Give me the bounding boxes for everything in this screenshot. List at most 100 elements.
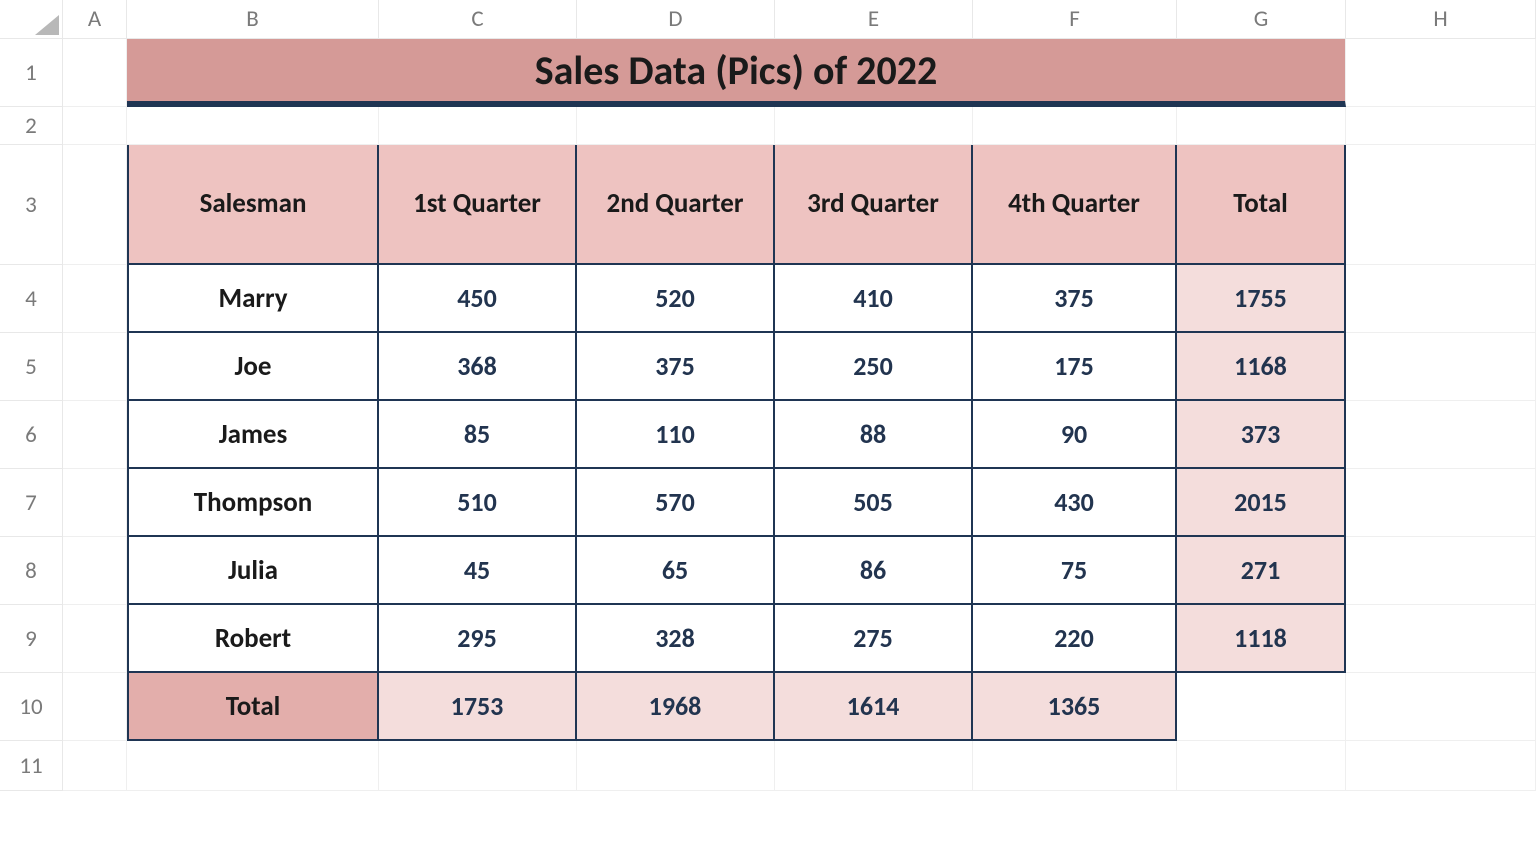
table-row-total[interactable]: 1168 (1177, 333, 1346, 401)
table-row-total[interactable]: 2015 (1177, 469, 1346, 537)
table-total-row-q3[interactable]: 1614 (775, 673, 973, 741)
table-total-row-q1[interactable]: 1753 (379, 673, 577, 741)
table-row-q1[interactable]: 295 (379, 605, 577, 673)
cell-B2[interactable] (127, 107, 379, 145)
table-row-q3[interactable]: 275 (775, 605, 973, 673)
table-row-q1[interactable]: 450 (379, 265, 577, 333)
cell-A5[interactable] (63, 333, 127, 401)
cell-G2[interactable] (1177, 107, 1346, 145)
table-total-row-q4[interactable]: 1365 (973, 673, 1177, 741)
table-row-q3[interactable]: 505 (775, 469, 973, 537)
cell-H7[interactable] (1346, 469, 1536, 537)
cell-A3[interactable] (63, 145, 127, 265)
cell-H9[interactable] (1346, 605, 1536, 673)
cell-H8[interactable] (1346, 537, 1536, 605)
cell-H10[interactable] (1346, 673, 1536, 741)
table-row-q2[interactable]: 110 (577, 401, 775, 469)
table-row-q2[interactable]: 328 (577, 605, 775, 673)
cell-A11[interactable] (63, 741, 127, 791)
table-row-q2[interactable]: 375 (577, 333, 775, 401)
table-header-q2[interactable]: 2nd Quarter (577, 145, 775, 265)
cell-A10[interactable] (63, 673, 127, 741)
cell-C11[interactable] (379, 741, 577, 791)
cell-H6[interactable] (1346, 401, 1536, 469)
col-header-D[interactable]: D (577, 0, 775, 39)
row-header-1[interactable]: 1 (0, 39, 63, 107)
table-row-name[interactable]: Thompson (127, 469, 379, 537)
cell-A8[interactable] (63, 537, 127, 605)
col-header-F[interactable]: F (973, 0, 1177, 39)
row-header-2[interactable]: 2 (0, 107, 63, 145)
row-header-11[interactable]: 11 (0, 741, 63, 791)
table-row-name[interactable]: Julia (127, 537, 379, 605)
col-header-H[interactable]: H (1346, 0, 1536, 39)
table-row-total[interactable]: 271 (1177, 537, 1346, 605)
table-row-q3[interactable]: 86 (775, 537, 973, 605)
table-row-name[interactable]: James (127, 401, 379, 469)
table-total-row-label[interactable]: Total (127, 673, 379, 741)
col-header-A[interactable]: A (63, 0, 127, 39)
cell-H11[interactable] (1346, 741, 1536, 791)
table-row-total[interactable]: 373 (1177, 401, 1346, 469)
cell-D2[interactable] (577, 107, 775, 145)
table-row-q4[interactable]: 75 (973, 537, 1177, 605)
col-header-C[interactable]: C (379, 0, 577, 39)
col-header-G[interactable]: G (1177, 0, 1346, 39)
table-row-total[interactable]: 1755 (1177, 265, 1346, 333)
cell-G11[interactable] (1177, 741, 1346, 791)
table-header-salesman[interactable]: Salesman (127, 145, 379, 265)
table-row-q2[interactable]: 520 (577, 265, 775, 333)
row-header-9[interactable]: 9 (0, 605, 63, 673)
table-row-q1[interactable]: 510 (379, 469, 577, 537)
table-row-total[interactable]: 1118 (1177, 605, 1346, 673)
row-header-8[interactable]: 8 (0, 537, 63, 605)
col-header-B[interactable]: B (127, 0, 379, 39)
table-row-q1[interactable]: 85 (379, 401, 577, 469)
table-row-q4[interactable]: 90 (973, 401, 1177, 469)
cell-A2[interactable] (63, 107, 127, 145)
cell-H1[interactable] (1346, 39, 1536, 107)
table-header-total[interactable]: Total (1177, 145, 1346, 265)
cell-A9[interactable] (63, 605, 127, 673)
table-row-name[interactable]: Robert (127, 605, 379, 673)
table-total-row-q2[interactable]: 1968 (577, 673, 775, 741)
cell-F11[interactable] (973, 741, 1177, 791)
row-header-4[interactable]: 4 (0, 265, 63, 333)
cell-C2[interactable] (379, 107, 577, 145)
cell-B11[interactable] (127, 741, 379, 791)
title-banner[interactable]: Sales Data (Pics) of 2022 (127, 39, 1346, 107)
row-header-7[interactable]: 7 (0, 469, 63, 537)
table-header-q3[interactable]: 3rd Quarter (775, 145, 973, 265)
table-row-q1[interactable]: 368 (379, 333, 577, 401)
cell-A4[interactable] (63, 265, 127, 333)
table-row-q4[interactable]: 220 (973, 605, 1177, 673)
table-row-q3[interactable]: 88 (775, 401, 973, 469)
cell-D11[interactable] (577, 741, 775, 791)
cell-H5[interactable] (1346, 333, 1536, 401)
table-row-name[interactable]: Marry (127, 265, 379, 333)
cell-A1[interactable] (63, 39, 127, 107)
col-header-E[interactable]: E (775, 0, 973, 39)
row-header-5[interactable]: 5 (0, 333, 63, 401)
table-row-q3[interactable]: 410 (775, 265, 973, 333)
table-header-q1[interactable]: 1st Quarter (379, 145, 577, 265)
row-header-10[interactable]: 10 (0, 673, 63, 741)
table-header-q4[interactable]: 4th Quarter (973, 145, 1177, 265)
table-row-q2[interactable]: 570 (577, 469, 775, 537)
table-row-q3[interactable]: 250 (775, 333, 973, 401)
cell-E11[interactable] (775, 741, 973, 791)
select-all-corner[interactable] (0, 0, 63, 39)
cell-H4[interactable] (1346, 265, 1536, 333)
table-row-name[interactable]: Joe (127, 333, 379, 401)
table-row-q1[interactable]: 45 (379, 537, 577, 605)
table-row-q4[interactable]: 175 (973, 333, 1177, 401)
table-row-q2[interactable]: 65 (577, 537, 775, 605)
table-row-q4[interactable]: 430 (973, 469, 1177, 537)
cell-G10[interactable] (1177, 673, 1346, 741)
row-header-3[interactable]: 3 (0, 145, 63, 265)
cell-F2[interactable] (973, 107, 1177, 145)
table-row-q4[interactable]: 375 (973, 265, 1177, 333)
cell-H3[interactable] (1346, 145, 1536, 265)
cell-E2[interactable] (775, 107, 973, 145)
cell-H2[interactable] (1346, 107, 1536, 145)
